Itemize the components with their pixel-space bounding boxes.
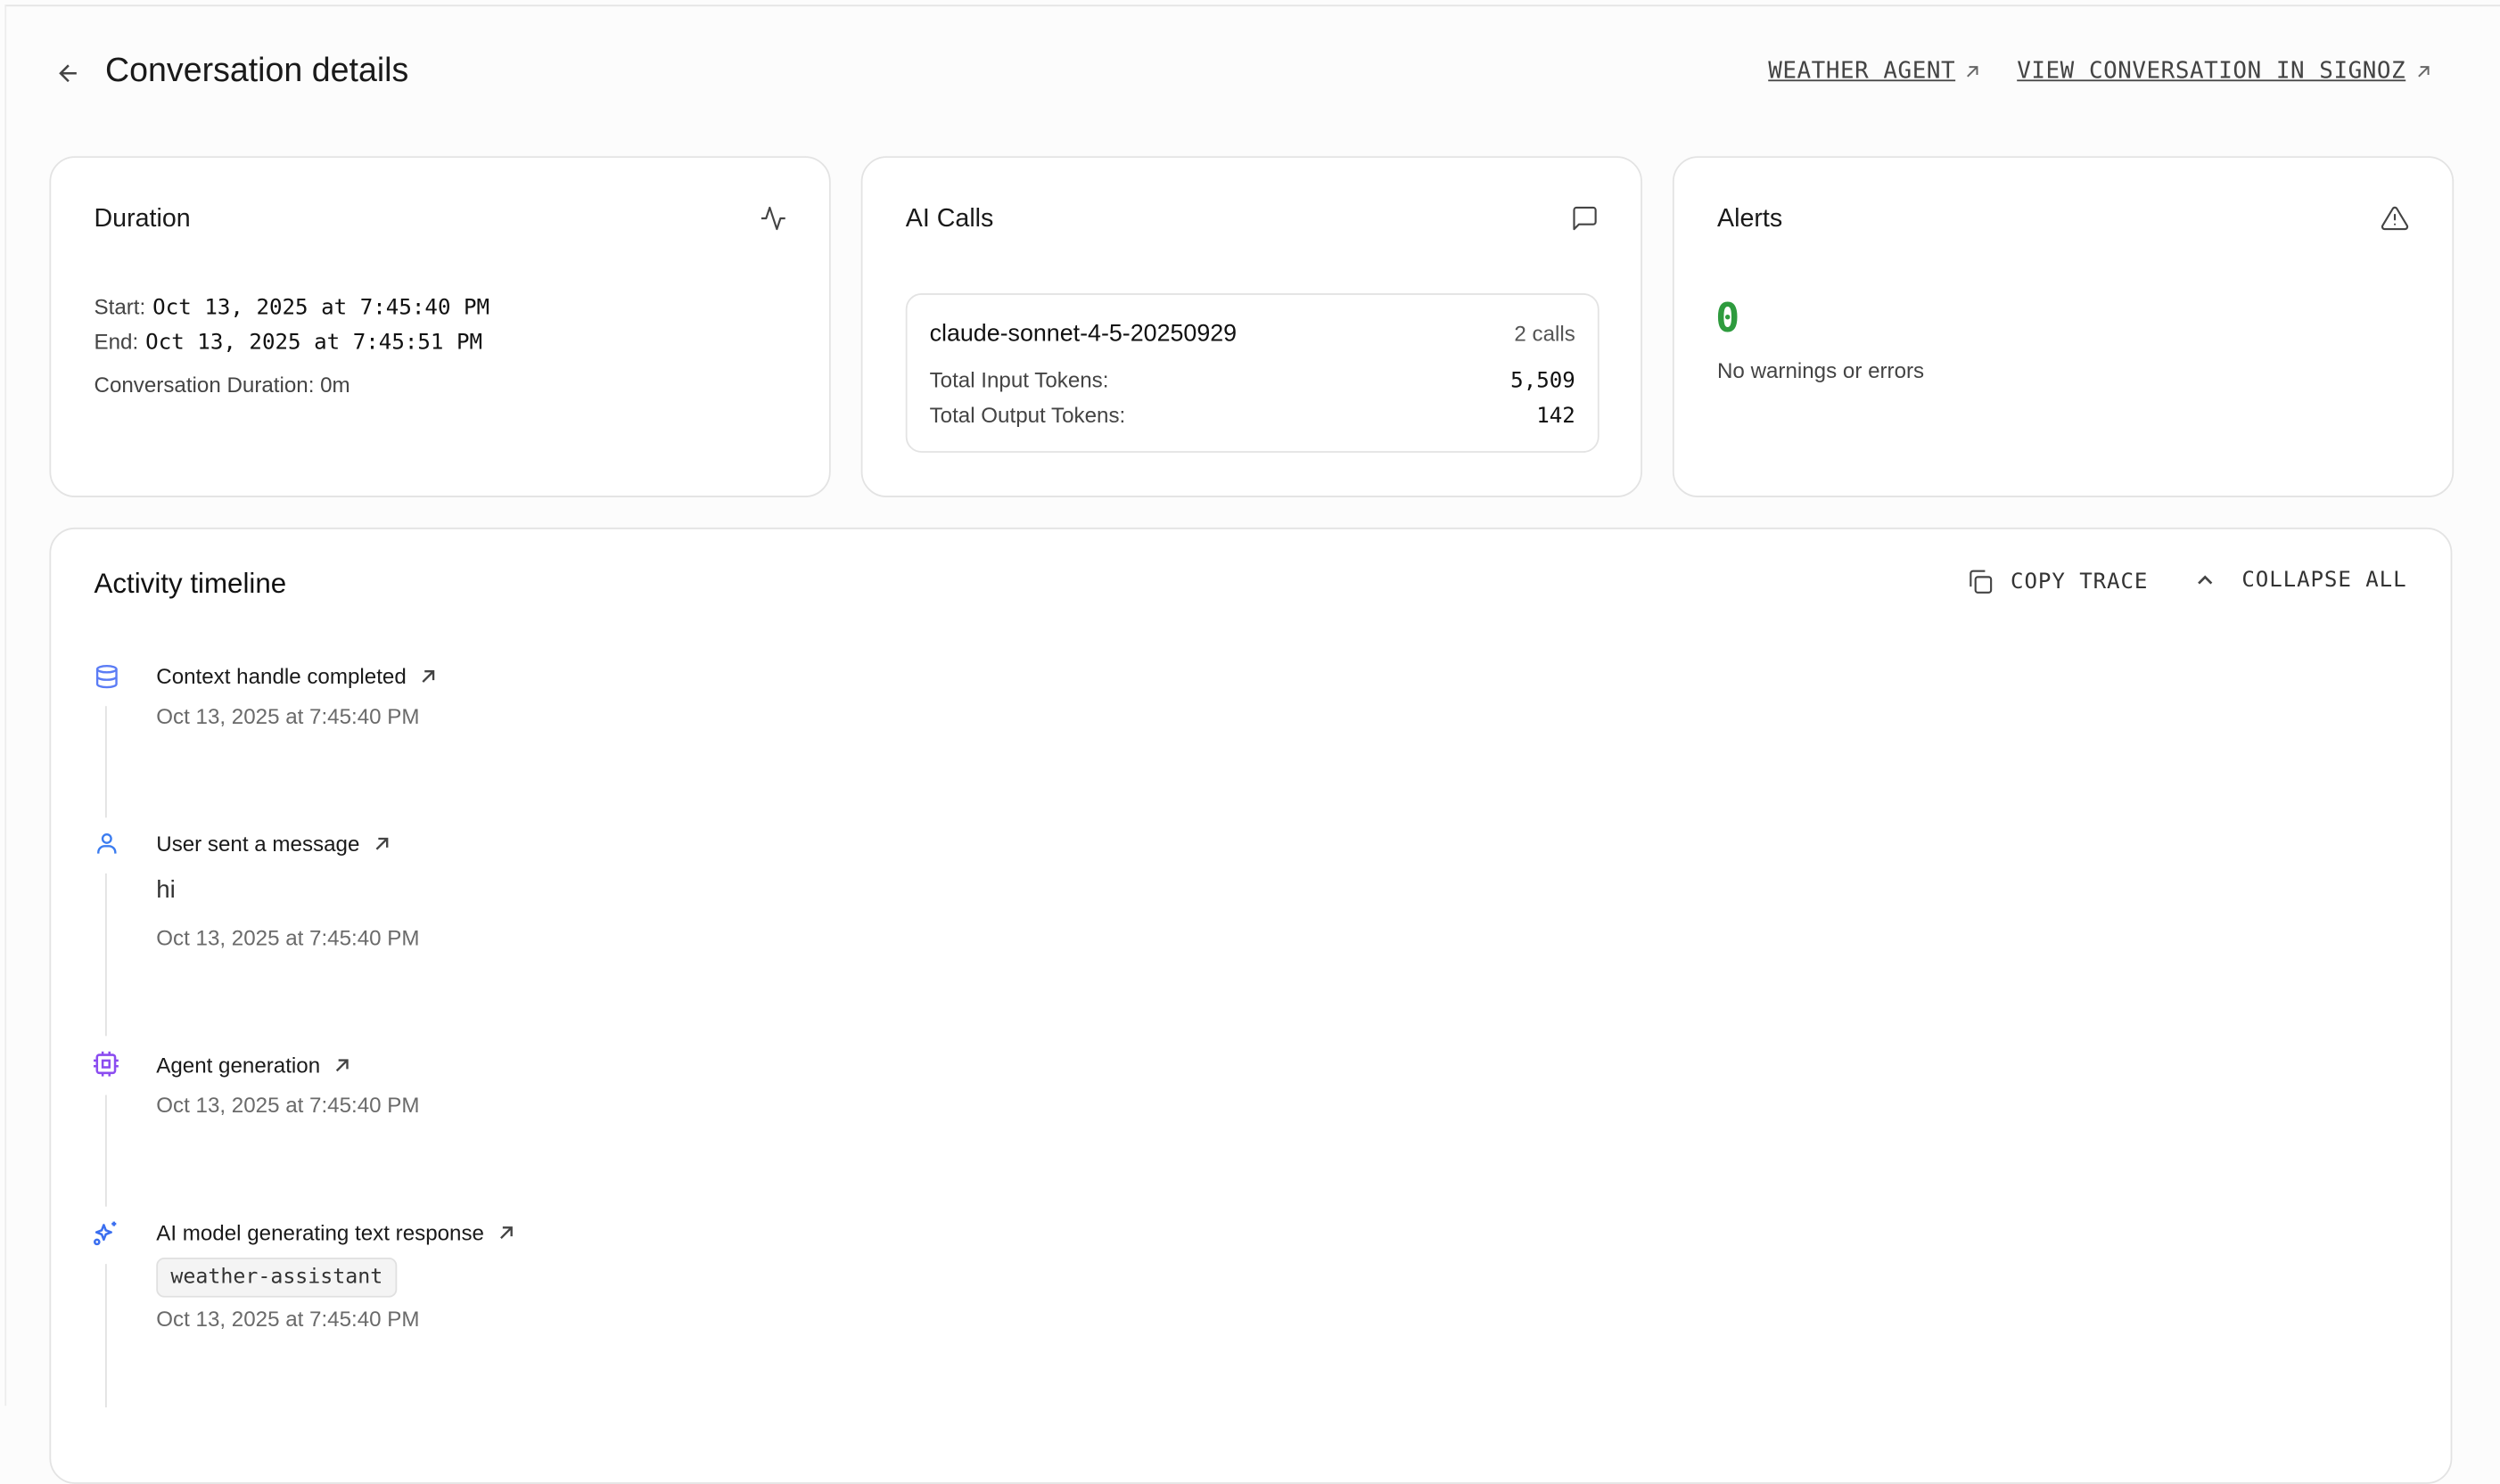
- output-tokens-value: 142: [1536, 403, 1575, 430]
- start-label: Start:: [94, 294, 146, 319]
- duration-title: Duration: [94, 205, 191, 234]
- copy-trace-button[interactable]: COPY TRACE: [1966, 568, 2148, 596]
- collapse-all-label: COLLAPSE ALL: [2241, 567, 2407, 594]
- alerts-card: Alerts 0 No warnings or errors: [1672, 156, 2455, 497]
- arrow-up-right-icon: [2417, 66, 2430, 78]
- input-tokens-value: 5,509: [1510, 368, 1575, 394]
- alert-triangle-icon: [2381, 206, 2409, 231]
- duration-card: Duration Start: Oct 13, 2025 at 7:45:40 …: [49, 156, 831, 497]
- page-frame: [4, 4, 2500, 1406]
- event-title-link[interactable]: Context handle completed: [156, 665, 436, 689]
- alerts-count: 0: [1715, 294, 1740, 341]
- timeline-connector: [105, 873, 107, 1037]
- event-title[interactable]: Context handle completed: [156, 664, 407, 689]
- view-in-signoz-link[interactable]: VIEW CONVERSATION IN SIGNOZ: [2017, 59, 2431, 85]
- alerts-title: Alerts: [1716, 205, 1783, 234]
- event-title-link[interactable]: User sent a message: [156, 832, 390, 856]
- event-title[interactable]: AI model generating text response: [156, 1220, 484, 1245]
- arrow-up-right-icon[interactable]: [333, 1057, 350, 1075]
- start-value: Oct 13, 2025 at 7:45:40 PM: [152, 294, 490, 321]
- event-title-link[interactable]: AI model generating text response: [156, 1221, 514, 1245]
- timeline-connector: [105, 1095, 107, 1207]
- event-time: Oct 13, 2025 at 7:45:40 PM: [156, 1307, 420, 1332]
- copy-trace-label: COPY TRACE: [2011, 569, 2149, 595]
- chevron-up-icon: [2198, 575, 2213, 585]
- event-time: Oct 13, 2025 at 7:45:40 PM: [156, 1093, 420, 1118]
- model-calls: 2 calls: [1514, 322, 1575, 347]
- activity-timeline-card: Activity timeline COPY TRACE COLLAPSE AL…: [49, 527, 2453, 1484]
- event-title[interactable]: User sent a message: [156, 832, 360, 857]
- end-label: End:: [94, 330, 139, 355]
- user-icon: [97, 832, 117, 854]
- collapse-all-button[interactable]: COLLAPSE ALL: [2194, 567, 2407, 594]
- weather-agent-link[interactable]: WEATHER AGENT: [1768, 59, 1981, 85]
- event-time: Oct 13, 2025 at 7:45:40 PM: [156, 704, 420, 729]
- arrow-up-right-icon: [1967, 66, 1979, 78]
- cpu-icon: [93, 1051, 119, 1077]
- message-square-icon: [1573, 206, 1597, 231]
- view-in-signoz-link-label[interactable]: VIEW CONVERSATION IN SIGNOZ: [2017, 59, 2406, 85]
- page-title: Conversation details: [105, 53, 409, 90]
- event-time: Oct 13, 2025 at 7:45:40 PM: [156, 926, 420, 950]
- timeline-title: Activity timeline: [94, 567, 287, 600]
- ai-calls-card: AI Calls claude-sonnet-4-5-20250929 2 ca…: [860, 156, 1642, 497]
- end-value: Oct 13, 2025 at 7:45:51 PM: [145, 330, 483, 356]
- event-title-link[interactable]: Agent generation: [156, 1054, 350, 1078]
- arrow-up-right-icon[interactable]: [497, 1224, 514, 1242]
- model-name: claude-sonnet-4-5-20250929: [929, 320, 1238, 348]
- sparkles-icon: [93, 1221, 117, 1246]
- conversation-duration: Conversation Duration: 0m: [94, 373, 350, 398]
- model-usage-row: claude-sonnet-4-5-20250929 2 calls Total…: [905, 293, 1600, 453]
- output-tokens-label: Total Output Tokens:: [929, 403, 1126, 428]
- arrow-up-right-icon[interactable]: [419, 668, 437, 685]
- activity-icon: [761, 206, 785, 231]
- timeline-connector: [105, 1264, 107, 1408]
- event-title[interactable]: Agent generation: [156, 1054, 321, 1078]
- copy-icon: [1970, 570, 1993, 594]
- database-icon: [95, 665, 118, 689]
- input-tokens-label: Total Input Tokens:: [929, 368, 1109, 392]
- alerts-message: No warnings or errors: [1716, 358, 1925, 383]
- weather-agent-link-label[interactable]: WEATHER AGENT: [1768, 59, 1956, 85]
- ai-calls-title: AI Calls: [905, 205, 994, 234]
- arrow-up-right-icon[interactable]: [373, 835, 391, 853]
- arrow-left-icon[interactable]: [57, 62, 79, 85]
- agent-tag: weather-assistant: [156, 1257, 398, 1298]
- timeline-connector: [105, 706, 107, 818]
- event-message: hi: [156, 876, 176, 904]
